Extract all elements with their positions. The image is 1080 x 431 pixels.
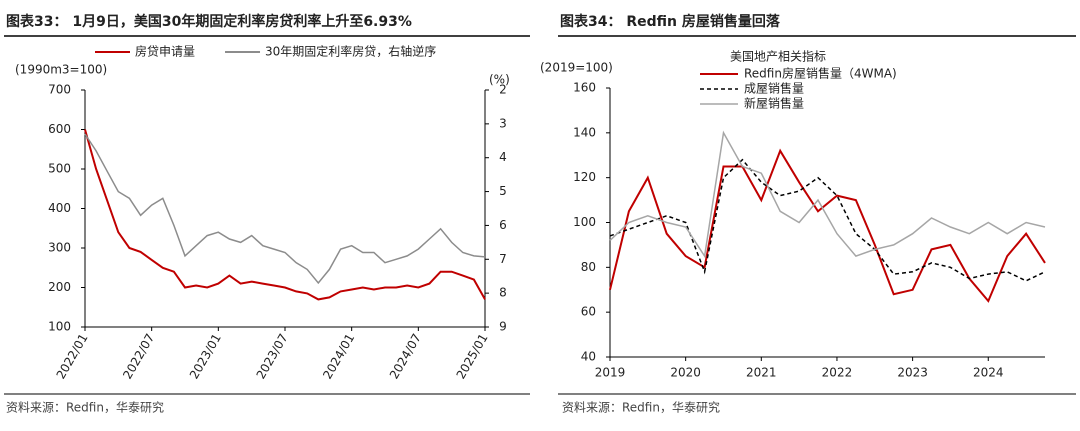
- source-note: 资料来源：Redfin，华泰研究: [562, 400, 720, 415]
- series-line: [609, 158, 1046, 282]
- y-tick-label: 600: [48, 122, 71, 136]
- y-tick-label: 500: [48, 162, 71, 176]
- legend-label: 房贷申请量: [135, 44, 195, 59]
- y-tick-label: 40: [581, 350, 596, 364]
- y-tick-label: 160: [573, 81, 596, 95]
- y-tick-label: 120: [573, 170, 596, 184]
- y2-tick-label: 6: [499, 218, 507, 232]
- y-tick-label: 300: [48, 241, 71, 255]
- y2-tick-label: 8: [499, 286, 507, 300]
- y-axis-unit: (1990m3=100): [15, 63, 107, 77]
- series-line: [609, 148, 1046, 303]
- y-tick-label: 80: [581, 260, 596, 274]
- legend-title: 美国地产相关指标: [730, 49, 826, 64]
- y2-tick-label: 2: [499, 83, 507, 97]
- source-note: 资料来源：Redfin，华泰研究: [6, 400, 164, 415]
- x-tick-label: 2024/01: [320, 331, 357, 381]
- x-tick-label: 2023/01: [187, 331, 224, 381]
- series-line: [84, 129, 486, 301]
- y2-tick-label: 7: [499, 252, 507, 266]
- x-tick-label: 2020: [670, 366, 701, 380]
- y-tick-label: 700: [48, 83, 71, 97]
- x-tick-label: 2021: [746, 366, 777, 380]
- series-line: [609, 130, 1046, 259]
- y-axis-unit: (2019=100): [540, 61, 613, 75]
- x-tick-label: 2024/07: [387, 331, 424, 381]
- legend-label: Redfin房屋销售量（4WMA): [744, 66, 897, 81]
- y-tick-label: 60: [581, 305, 596, 319]
- legend-label: 新屋销售量: [744, 96, 804, 111]
- x-tick-label: 2022: [822, 366, 853, 380]
- legend-label: 成屋销售量: [744, 81, 804, 96]
- x-tick-label: 2022/01: [54, 331, 91, 381]
- x-tick-label: 2024: [973, 366, 1004, 380]
- y2-axis-unit: (%): [489, 73, 510, 87]
- chart-title: 图表34： Redfin 房屋销售量回落: [560, 13, 781, 30]
- y2-tick-label: 4: [499, 150, 507, 164]
- y-tick-label: 400: [48, 201, 71, 215]
- x-tick-label: 2023: [897, 366, 928, 380]
- series-line: [84, 133, 486, 285]
- x-tick-label: 2022/07: [120, 331, 157, 381]
- y2-tick-label: 3: [499, 116, 507, 130]
- x-tick-label: 2023/07: [254, 331, 291, 381]
- chart-title: 图表33： 1月9日，美国30年期固定利率房贷利率上升至6.93%: [6, 13, 412, 30]
- y-tick-label: 200: [48, 280, 71, 294]
- x-tick-label: 2019: [595, 366, 626, 380]
- y-tick-label: 140: [573, 125, 596, 139]
- y2-tick-label: 9: [499, 320, 507, 334]
- y2-tick-label: 5: [499, 184, 507, 198]
- y-tick-label: 100: [573, 215, 596, 229]
- legend-label: 30年期固定利率房贷，右轴逆序: [265, 44, 436, 59]
- x-tick-label: 2025/01: [454, 331, 491, 381]
- y-tick-label: 100: [48, 320, 71, 334]
